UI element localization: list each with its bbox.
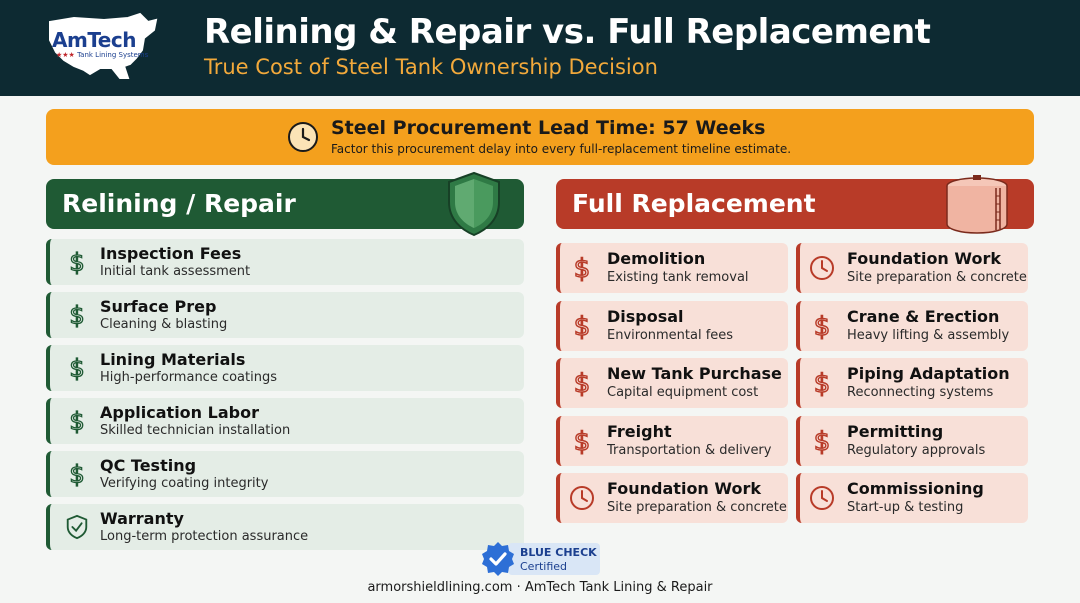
- item-title: New Tank Purchase: [607, 364, 782, 383]
- replacement-cost-item: Foundation Work Site preparation & concre…: [556, 473, 788, 523]
- svg-text:$: $: [574, 369, 591, 397]
- clock-icon: [288, 122, 318, 152]
- item-title: Disposal: [607, 306, 684, 326]
- dollar-icon: $: [64, 301, 90, 330]
- dollar-icon: $: [568, 368, 596, 399]
- item-subtitle: Transportation & delivery: [607, 442, 772, 458]
- shield-icon: [448, 171, 500, 237]
- relining-cost-item: $ Lining Materials High-performance coatin…: [46, 345, 524, 391]
- item-title: Freight: [607, 421, 672, 441]
- header: AmTech ★★★ Tank Lining Systems Relining …: [0, 0, 1080, 96]
- item-title: Piping Adaptation: [847, 364, 1010, 383]
- svg-text:$: $: [69, 248, 84, 276]
- item-subtitle: Skilled technician installation: [100, 423, 291, 438]
- dollar-icon: $: [568, 426, 596, 457]
- clock-icon: [808, 484, 836, 512]
- clock-icon: [568, 484, 596, 512]
- dollar-icon: $: [808, 311, 836, 342]
- item-subtitle: Cleaning & blasting: [100, 317, 228, 332]
- check-seal-icon: [482, 542, 514, 576]
- usa-map-logo-icon: [49, 12, 158, 79]
- item-title: Commissioning: [847, 479, 984, 498]
- item-subtitle: Site preparation & concrete: [847, 270, 1027, 285]
- svg-text:$: $: [69, 354, 84, 382]
- clock-icon: [808, 254, 836, 282]
- dollar-icon: $: [808, 426, 836, 457]
- item-subtitle: Capital equipment cost: [607, 385, 759, 400]
- dollar-icon: $: [808, 368, 836, 399]
- badge-title: BLUE CHECK: [520, 546, 597, 559]
- item-subtitle: Start-up & testing: [847, 500, 964, 515]
- item-subtitle: Existing tank removal: [607, 270, 749, 285]
- dollar-icon: $: [64, 407, 90, 436]
- item-subtitle: Heavy lifting & assembly: [847, 327, 1010, 343]
- relining-section-title: Relining / Repair: [62, 189, 296, 218]
- replacement-section-title: Full Replacement: [572, 189, 816, 218]
- item-title: Foundation Work: [847, 249, 1001, 268]
- svg-text:$: $: [814, 369, 831, 397]
- relining-cost-item: Warranty Long-term protection assurance: [46, 504, 524, 550]
- replacement-cost-item: $ Freight Transportation & delivery: [556, 415, 788, 466]
- item-subtitle: Initial tank assessment: [100, 264, 251, 279]
- relining-cost-item: $ Inspection Fees Initial tank assessment: [46, 239, 524, 285]
- relining-section-header: Relining / Repair: [46, 179, 524, 229]
- dollar-icon: $: [568, 253, 596, 284]
- page-title: Relining & Repair vs. Full Replacement: [204, 12, 931, 52]
- banner-title: Steel Procurement Lead Time: 57 Weeks: [331, 117, 766, 139]
- replacement-cost-item: Commissioning Start-up & testing: [796, 473, 1028, 523]
- item-subtitle: Environmental fees: [607, 327, 734, 343]
- item-subtitle: Site preparation & concrete: [607, 500, 787, 515]
- replacement-cost-item: $ Demolition Existing tank removal: [556, 243, 788, 293]
- dollar-icon: $: [64, 460, 90, 489]
- item-subtitle: Reconnecting systems: [847, 385, 994, 400]
- banner-text: Factor this procurement delay into every…: [331, 142, 792, 156]
- item-subtitle: Long-term protection assurance: [100, 529, 309, 544]
- replacement-cost-item: Foundation Work Site preparation & concre…: [796, 243, 1028, 293]
- item-title: Surface Prep: [100, 297, 217, 316]
- relining-cost-item: $ QC Testing Verifying coating integrity: [46, 451, 524, 497]
- page-subtitle: True Cost of Steel Tank Ownership Decisi…: [204, 55, 658, 79]
- svg-text:$: $: [69, 460, 84, 488]
- shield-check-icon: [64, 513, 90, 541]
- svg-text:$: $: [69, 407, 84, 435]
- item-title: QC Testing: [100, 456, 197, 475]
- item-title: Demolition: [607, 249, 706, 268]
- replacement-cost-item: $ Permitting Regulatory approvals: [796, 415, 1028, 466]
- item-subtitle: Verifying coating integrity: [100, 476, 269, 491]
- replacement-cost-item: $ Crane & Erection Heavy lifting & assembl…: [796, 300, 1028, 351]
- replacement-cost-item: $ Disposal Environmental fees: [556, 300, 788, 351]
- dollar-icon: $: [64, 248, 90, 277]
- item-title: Inspection Fees: [100, 244, 242, 263]
- svg-text:$: $: [814, 312, 831, 340]
- replacement-cost-item: $ Piping Adaptation Reconnecting systems: [796, 358, 1028, 408]
- item-title: Application Labor: [100, 403, 259, 422]
- dollar-icon: $: [64, 354, 90, 383]
- logo-subtext: ★★★ Tank Lining Systems: [56, 51, 149, 59]
- item-subtitle: Regulatory approvals: [847, 442, 986, 458]
- svg-text:$: $: [574, 427, 591, 455]
- item-subtitle: High-performance coatings: [100, 370, 277, 385]
- footer-text: armorshieldlining.com · AmTech Tank Lini…: [367, 580, 713, 595]
- item-title: Foundation Work: [607, 479, 761, 498]
- svg-text:$: $: [574, 254, 591, 282]
- item-title: Lining Materials: [100, 350, 246, 369]
- badge-background: [508, 543, 600, 575]
- lead-time-banner: Steel Procurement Lead Time: 57 Weeks Fa…: [46, 109, 1034, 165]
- replacement-cost-item: $ New Tank Purchase Capital equipment cost: [556, 358, 788, 408]
- item-title: Warranty: [100, 509, 184, 528]
- dollar-icon: $: [568, 311, 596, 342]
- item-title: Permitting: [847, 421, 944, 441]
- relining-cost-item: $ Application Labor Skilled technician ins…: [46, 398, 524, 444]
- svg-text:$: $: [814, 427, 831, 455]
- blue-check-badge: BLUE CHECK Certified: [480, 541, 600, 577]
- relining-cost-item: $ Surface Prep Cleaning & blasting: [46, 292, 524, 338]
- svg-text:$: $: [574, 312, 591, 340]
- logo-text: AmTech: [52, 28, 136, 52]
- svg-text:$: $: [69, 301, 84, 329]
- item-title: Crane & Erection: [847, 306, 1000, 326]
- tank-icon: [946, 175, 1008, 234]
- badge-subtitle: Certified: [520, 560, 568, 573]
